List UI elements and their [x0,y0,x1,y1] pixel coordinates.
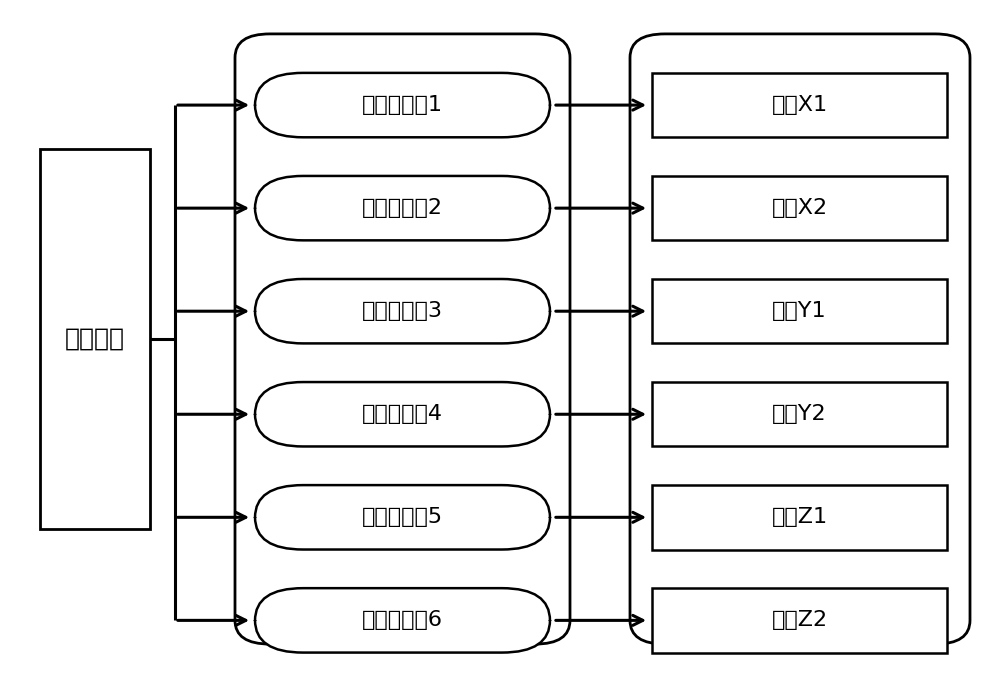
FancyBboxPatch shape [630,34,970,644]
Text: 直流电流源3: 直流电流源3 [362,301,443,321]
Text: 线圈Y1: 线圈Y1 [772,301,827,321]
Bar [652,176,947,241]
FancyBboxPatch shape [255,176,550,241]
FancyBboxPatch shape [255,588,550,652]
Text: 微处理器: 微处理器 [65,327,125,351]
Text: 线圈Z1: 线圈Z1 [771,507,828,527]
Text: 线圈X2: 线圈X2 [771,198,828,218]
Bar [652,73,947,137]
FancyBboxPatch shape [255,485,550,549]
Text: 线圈X1: 线圈X1 [771,95,828,115]
FancyBboxPatch shape [255,382,550,446]
FancyBboxPatch shape [235,34,570,644]
Text: 直流电流源6: 直流电流源6 [362,610,443,631]
Bar [40,149,150,529]
Text: 直流电流源4: 直流电流源4 [362,404,443,424]
Bar [652,382,947,446]
Text: 直流电流源5: 直流电流源5 [362,507,443,527]
FancyBboxPatch shape [255,279,550,343]
Text: 线圈Z2: 线圈Z2 [771,610,828,631]
Bar [652,485,947,549]
Bar [652,588,947,652]
Text: 直流电流源1: 直流电流源1 [362,95,443,115]
Bar [652,279,947,343]
FancyBboxPatch shape [255,73,550,137]
Text: 直流电流源2: 直流电流源2 [362,198,443,218]
Text: 线圈Y2: 线圈Y2 [772,404,827,424]
